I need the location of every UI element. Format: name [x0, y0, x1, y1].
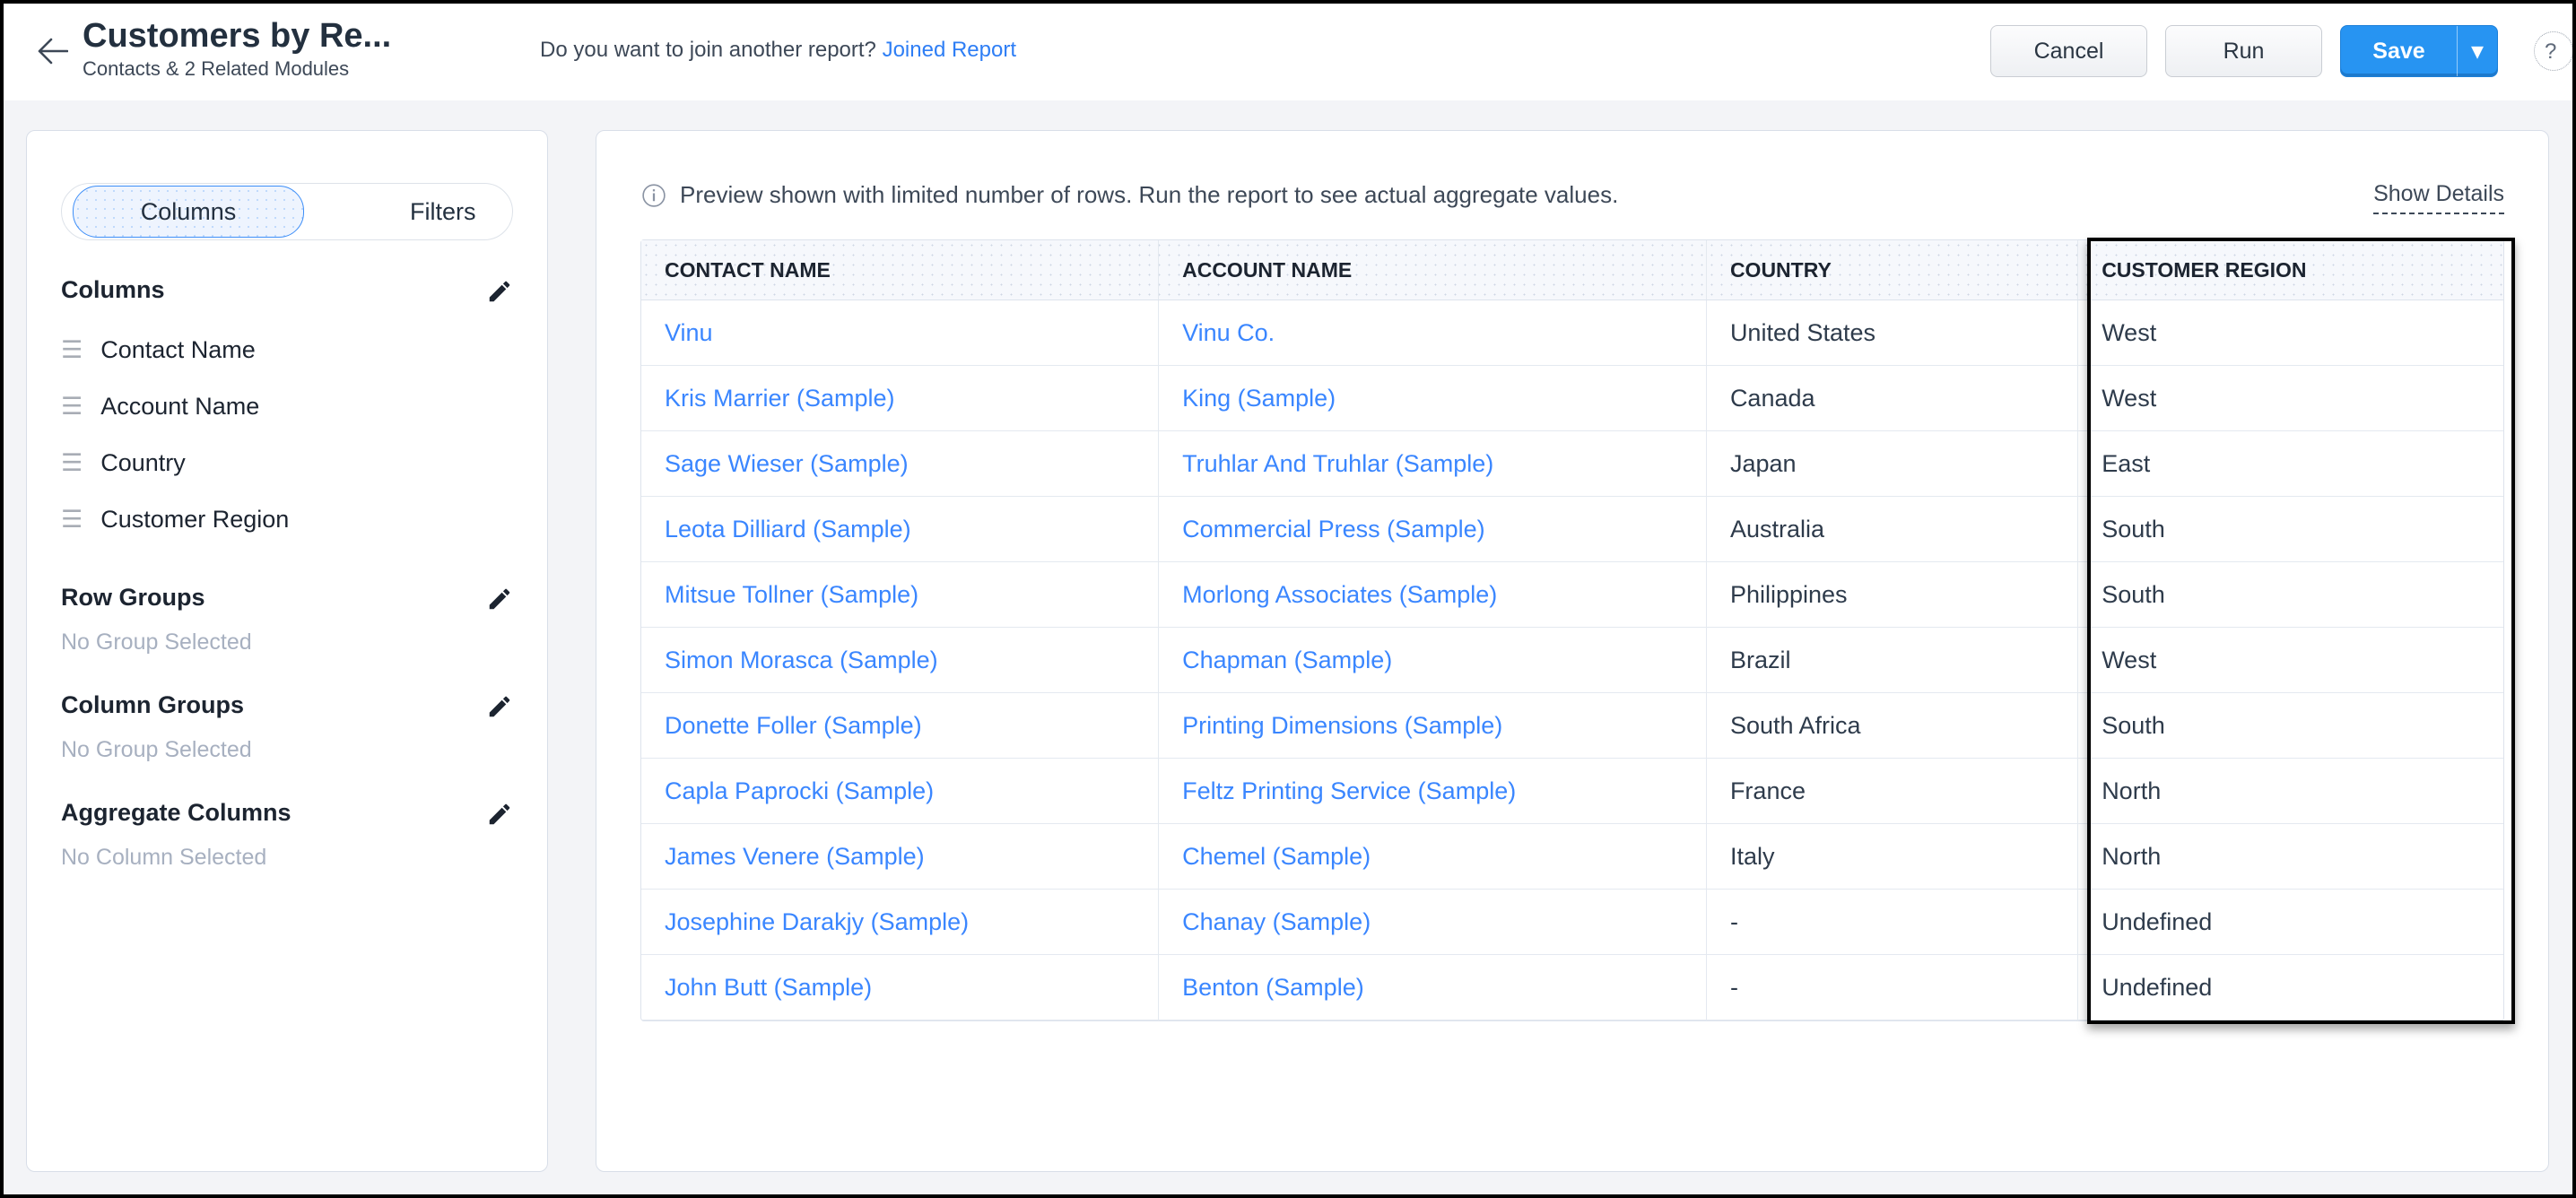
svg-text:?: ? [2545, 39, 2556, 64]
